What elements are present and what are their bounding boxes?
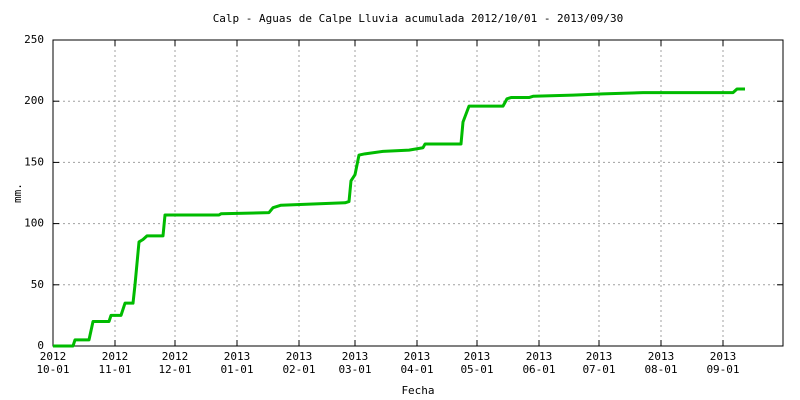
- x-tick-label: 06-01: [522, 363, 555, 376]
- x-tick-label: 04-01: [400, 363, 433, 376]
- x-axis-label: Fecha: [401, 384, 434, 397]
- x-tick-label: 01-01: [220, 363, 253, 376]
- x-tick-label: 09-01: [706, 363, 739, 376]
- plot-frame: [52, 39, 784, 347]
- y-tick-label: 100: [24, 217, 44, 230]
- x-tick-label: 2012: [40, 350, 67, 363]
- x-tick-label: 08-01: [644, 363, 677, 376]
- y-tick-label: 150: [24, 155, 44, 168]
- y-tick-label: 50: [31, 278, 44, 291]
- x-tick-label: 2013: [526, 350, 553, 363]
- x-tick-label: 2013: [286, 350, 313, 363]
- x-tick-label: 2012: [102, 350, 129, 363]
- data-line: [53, 87, 745, 348]
- y-tick-label: 0: [37, 339, 44, 352]
- x-tick-label: 07-01: [582, 363, 615, 376]
- x-tick-label: 2012: [162, 350, 189, 363]
- y-axis-label: mm.: [11, 183, 24, 203]
- x-tick-label: 2013: [648, 350, 675, 363]
- x-tick-label: 12-01: [158, 363, 191, 376]
- x-tick-label: 03-01: [338, 363, 371, 376]
- x-tick-label: 2013: [224, 350, 251, 363]
- x-tick-label: 11-01: [98, 363, 131, 376]
- x-tick-label: 10-01: [36, 363, 69, 376]
- chart-title: Calp - Aguas de Calpe Lluvia acumulada 2…: [213, 12, 624, 25]
- x-tick-label: 05-01: [460, 363, 493, 376]
- x-tick-label: 2013: [464, 350, 491, 363]
- x-tick-label: 02-01: [282, 363, 315, 376]
- y-tick-label: 200: [24, 94, 44, 107]
- y-tick-label: 250: [24, 33, 44, 46]
- x-tick-label: 2013: [586, 350, 613, 363]
- x-tick-label: 2013: [342, 350, 369, 363]
- x-tick-label: 2013: [710, 350, 737, 363]
- x-tick-label: 2013: [404, 350, 431, 363]
